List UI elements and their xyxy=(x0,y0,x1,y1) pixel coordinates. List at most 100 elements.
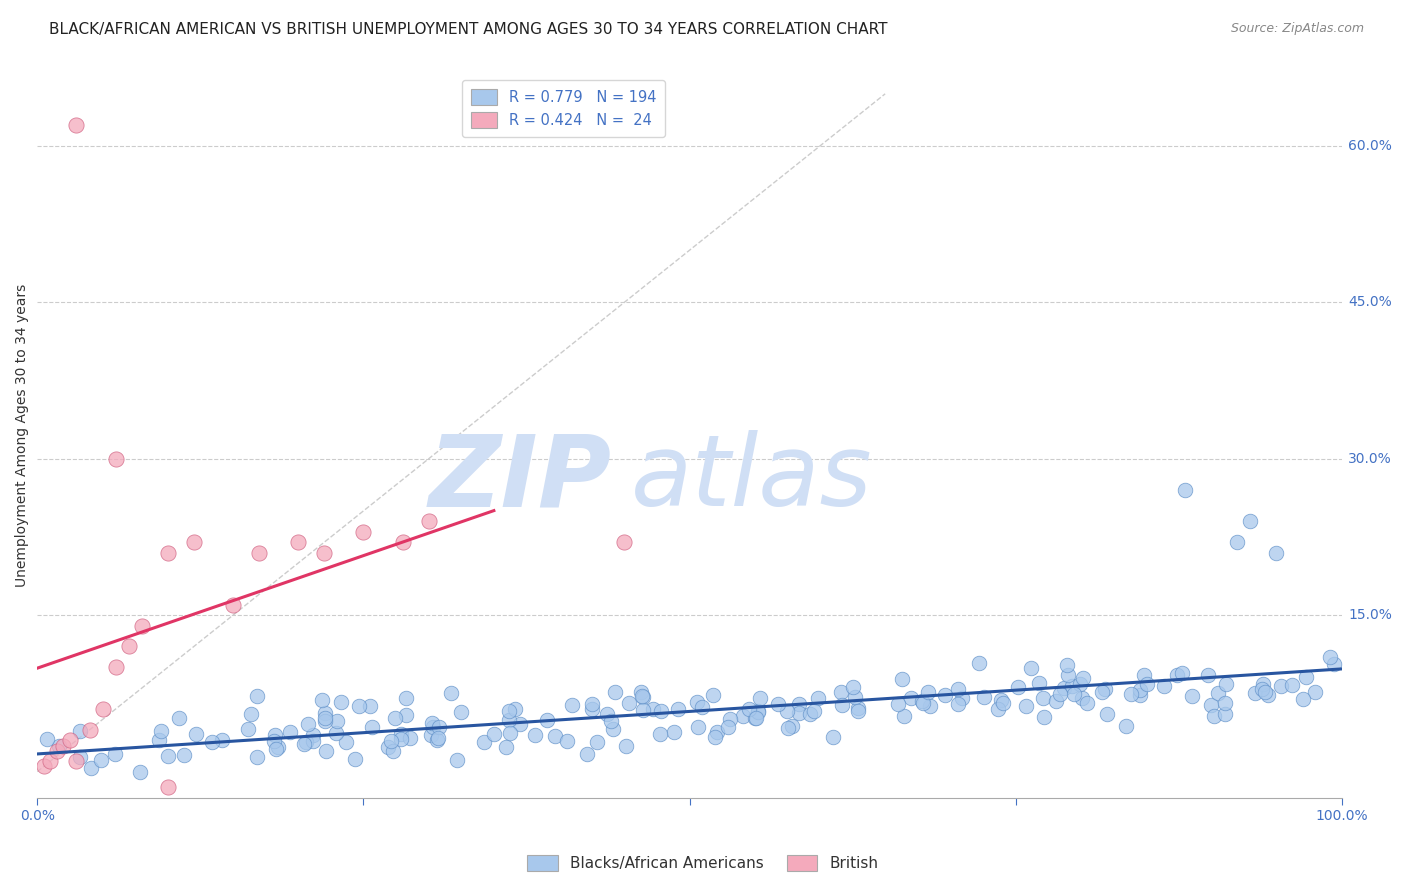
Point xyxy=(59,733,82,747)
Point xyxy=(1119,687,1142,701)
Point xyxy=(422,720,444,734)
Point xyxy=(1197,668,1219,682)
Point xyxy=(631,690,654,704)
Point xyxy=(330,695,353,709)
Point xyxy=(1251,682,1274,697)
Point xyxy=(380,734,402,748)
Point xyxy=(325,726,347,740)
Point xyxy=(787,697,810,711)
Point xyxy=(747,705,769,719)
Point xyxy=(150,724,173,739)
Point xyxy=(841,680,863,694)
Point xyxy=(893,709,915,723)
Point xyxy=(631,689,654,703)
Point xyxy=(482,727,505,741)
Text: atlas: atlas xyxy=(631,430,873,527)
Point xyxy=(1257,688,1279,702)
Point xyxy=(1303,685,1326,699)
Point xyxy=(934,688,956,702)
Point xyxy=(499,725,522,739)
Point xyxy=(1291,691,1313,706)
Point xyxy=(495,740,517,755)
Point xyxy=(1201,698,1223,712)
Point xyxy=(603,685,626,699)
Point xyxy=(617,696,640,710)
Point xyxy=(48,739,70,753)
Point xyxy=(361,720,384,734)
Point xyxy=(917,685,939,699)
Point xyxy=(1073,671,1095,685)
Point xyxy=(948,681,970,696)
Point xyxy=(912,696,935,710)
Point xyxy=(183,535,205,549)
Point xyxy=(602,722,624,736)
Point xyxy=(1226,535,1249,549)
Point xyxy=(990,693,1012,707)
Point xyxy=(768,697,790,711)
Point xyxy=(335,735,357,749)
Point xyxy=(264,742,287,756)
Point xyxy=(952,690,974,705)
Point xyxy=(1015,698,1038,713)
Point xyxy=(420,716,443,731)
Point xyxy=(399,731,422,745)
Point xyxy=(846,704,869,718)
Point xyxy=(104,747,127,761)
Point xyxy=(1323,657,1346,671)
Point xyxy=(302,728,325,742)
Point xyxy=(1265,546,1288,560)
Point xyxy=(426,732,449,747)
Point xyxy=(389,727,412,741)
Point xyxy=(690,700,713,714)
Point xyxy=(706,725,728,739)
Point xyxy=(347,699,370,714)
Point xyxy=(1213,696,1236,710)
Point xyxy=(247,546,270,560)
Point xyxy=(973,690,995,704)
Point xyxy=(37,731,59,746)
Point xyxy=(900,691,922,706)
Point xyxy=(630,685,652,699)
Point xyxy=(1136,677,1159,691)
Point xyxy=(748,691,770,706)
Point xyxy=(1202,709,1225,723)
Point xyxy=(267,739,290,754)
Point xyxy=(1213,707,1236,722)
Point xyxy=(384,711,406,725)
Point xyxy=(1206,686,1229,700)
Point xyxy=(287,535,309,549)
Point xyxy=(420,728,443,742)
Point xyxy=(1049,688,1071,702)
Point xyxy=(263,734,285,748)
Point xyxy=(156,546,179,560)
Point xyxy=(775,704,797,718)
Point xyxy=(1045,694,1067,708)
Point xyxy=(686,695,709,709)
Point xyxy=(503,702,526,716)
Point xyxy=(246,750,269,764)
Point xyxy=(1032,691,1054,706)
Point xyxy=(173,747,195,762)
Text: 30.0%: 30.0% xyxy=(1348,451,1392,466)
Text: ZIP: ZIP xyxy=(429,430,612,527)
Point xyxy=(1181,689,1204,703)
Point xyxy=(52,739,75,753)
Point xyxy=(314,706,336,720)
Point xyxy=(509,717,531,731)
Point xyxy=(1129,688,1152,702)
Point xyxy=(1069,676,1091,690)
Point xyxy=(1166,667,1188,681)
Point xyxy=(918,699,941,714)
Point xyxy=(418,514,440,528)
Point xyxy=(90,754,112,768)
Point xyxy=(236,722,259,736)
Point xyxy=(184,727,207,741)
Point xyxy=(523,728,546,742)
Point xyxy=(314,714,336,728)
Point xyxy=(1091,685,1114,699)
Point xyxy=(211,733,233,747)
Point xyxy=(946,697,969,711)
Point xyxy=(314,546,336,560)
Point xyxy=(662,725,685,739)
Point xyxy=(1021,661,1043,675)
